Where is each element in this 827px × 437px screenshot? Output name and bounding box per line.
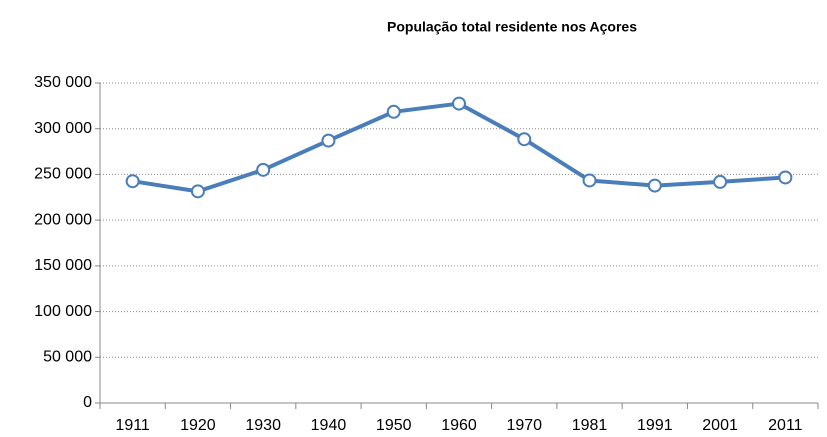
point-marker (452, 96, 466, 111)
x-tick-label: 2001 (702, 417, 738, 434)
y-tick-label: 50 000 (43, 349, 92, 366)
series-line (132, 101, 786, 194)
x-tick-label: 1981 (572, 417, 608, 434)
y-tick-label: 350 000 (34, 74, 92, 91)
x-tick-label: 1991 (637, 417, 673, 434)
x-tick-label: 1930 (245, 417, 281, 434)
x-tick-label: 1940 (311, 417, 347, 434)
x-tick-label: 1911 (115, 417, 150, 434)
y-tick-label: 0 (83, 394, 92, 411)
y-tick-label: 300 000 (34, 120, 92, 137)
chart-title: População total residente nos Açores (387, 19, 637, 35)
point-marker (517, 132, 532, 147)
x-tick-label: 1950 (376, 417, 412, 434)
y-tick-label: 250 000 (34, 166, 92, 183)
point-marker (713, 174, 728, 189)
point-marker (778, 170, 793, 185)
y-tick-label: 100 000 (34, 303, 92, 320)
point-marker (647, 178, 662, 193)
x-tick-label: 1960 (441, 417, 477, 434)
point-marker (582, 173, 597, 188)
y-tick-label: 150 000 (34, 257, 92, 274)
point-marker (386, 104, 401, 119)
y-tick-label: 200 000 (34, 211, 92, 228)
point-marker (256, 162, 271, 177)
x-tick-label: 1970 (506, 417, 542, 434)
point-marker (321, 133, 336, 148)
x-tick-label: 1920 (180, 417, 216, 434)
point-marker (125, 174, 140, 189)
x-tick-label: 2011 (768, 417, 803, 434)
point-marker (190, 184, 205, 199)
